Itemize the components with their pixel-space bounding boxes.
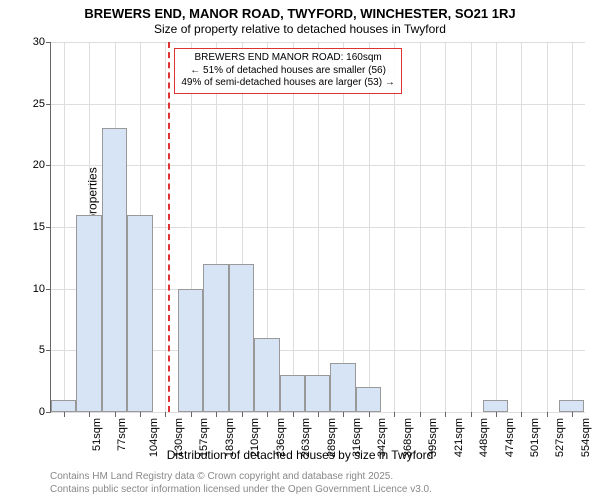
histogram-bar: [76, 215, 101, 412]
footer-line2: Contains public sector information licen…: [50, 483, 432, 496]
title-sub: Size of property relative to detached ho…: [0, 22, 600, 36]
histogram-bar: [229, 264, 254, 412]
xtick-mark: [521, 412, 522, 417]
xtick-label: 157sqm: [199, 418, 211, 457]
xtick-mark: [420, 412, 421, 417]
ytick-label: 10: [33, 283, 51, 295]
gridline-v: [394, 42, 395, 412]
xtick-mark: [318, 412, 319, 417]
gridline-v: [165, 42, 166, 412]
gridline-v: [521, 42, 522, 412]
gridline-v: [318, 42, 319, 412]
plot-inner: 05101520253051sqm77sqm104sqm130sqm157sqm…: [50, 42, 585, 413]
histogram-bar: [330, 363, 355, 412]
histogram-bar: [127, 215, 152, 412]
gridline-v: [471, 42, 472, 412]
annotation-line: BREWERS END MANOR ROAD: 160sqm: [181, 52, 394, 65]
xtick-label: 130sqm: [173, 418, 185, 457]
xtick-label: 474sqm: [504, 418, 516, 457]
xtick-label: 448sqm: [479, 418, 491, 457]
xtick-mark: [572, 412, 573, 417]
ytick-label: 20: [33, 159, 51, 171]
xtick-label: 342sqm: [377, 418, 389, 457]
xtick-label: 368sqm: [402, 418, 414, 457]
ytick-label: 5: [39, 344, 51, 356]
gridline-v: [293, 42, 294, 412]
xtick-mark: [343, 412, 344, 417]
histogram-bar: [483, 400, 508, 412]
histogram-bar: [51, 400, 76, 412]
histogram-bar: [356, 387, 381, 412]
xtick-label: 51sqm: [91, 418, 103, 451]
xtick-mark: [547, 412, 548, 417]
gridline-v: [343, 42, 344, 412]
xtick-label: 183sqm: [224, 418, 236, 457]
xtick-mark: [471, 412, 472, 417]
xtick-mark: [89, 412, 90, 417]
xtick-mark: [191, 412, 192, 417]
xtick-label: 104sqm: [148, 418, 160, 457]
histogram-bar: [559, 400, 584, 412]
xtick-label: 501sqm: [530, 418, 542, 457]
xtick-mark: [140, 412, 141, 417]
gridline-v: [369, 42, 370, 412]
annotation-line: ← 51% of detached houses are smaller (56…: [181, 65, 394, 78]
ytick-label: 30: [33, 36, 51, 48]
annotation-line: 49% of semi-detached houses are larger (…: [181, 77, 394, 90]
xtick-mark: [64, 412, 65, 417]
xtick-mark: [496, 412, 497, 417]
title-main: BREWERS END, MANOR ROAD, TWYFORD, WINCHE…: [0, 6, 600, 21]
histogram-bar: [178, 289, 203, 412]
xtick-mark: [445, 412, 446, 417]
xtick-mark: [115, 412, 116, 417]
xtick-mark: [216, 412, 217, 417]
histogram-bar: [280, 375, 305, 412]
xtick-label: 421sqm: [453, 418, 465, 457]
marker-line: [168, 42, 170, 412]
gridline-v: [496, 42, 497, 412]
xtick-label: 77sqm: [116, 418, 128, 451]
xtick-label: 289sqm: [326, 418, 338, 457]
footer-line1: Contains HM Land Registry data © Crown c…: [50, 470, 432, 483]
gridline-v: [572, 42, 573, 412]
xtick-mark: [293, 412, 294, 417]
ytick-label: 15: [33, 221, 51, 233]
histogram-bar: [305, 375, 330, 412]
ytick-label: 0: [39, 406, 51, 418]
xtick-mark: [267, 412, 268, 417]
xtick-mark: [369, 412, 370, 417]
xtick-label: 210sqm: [250, 418, 262, 457]
xtick-mark: [165, 412, 166, 417]
xtick-label: 316sqm: [352, 418, 364, 457]
histogram-bar: [203, 264, 228, 412]
xtick-label: 527sqm: [555, 418, 567, 457]
gridline-v: [420, 42, 421, 412]
footer-attribution: Contains HM Land Registry data © Crown c…: [50, 470, 432, 496]
xtick-label: 554sqm: [581, 418, 593, 457]
gridline-v: [547, 42, 548, 412]
xtick-mark: [394, 412, 395, 417]
plot-area: 05101520253051sqm77sqm104sqm130sqm157sqm…: [50, 42, 584, 412]
gridline-v: [445, 42, 446, 412]
gridline-v: [64, 42, 65, 412]
xtick-label: 236sqm: [275, 418, 287, 457]
chart-container: BREWERS END, MANOR ROAD, TWYFORD, WINCHE…: [0, 0, 600, 500]
ytick-label: 25: [33, 98, 51, 110]
xtick-label: 395sqm: [428, 418, 440, 457]
histogram-bar: [254, 338, 279, 412]
xtick-mark: [242, 412, 243, 417]
xtick-label: 263sqm: [301, 418, 313, 457]
annotation-box: BREWERS END MANOR ROAD: 160sqm← 51% of d…: [174, 48, 401, 94]
histogram-bar: [102, 128, 127, 412]
